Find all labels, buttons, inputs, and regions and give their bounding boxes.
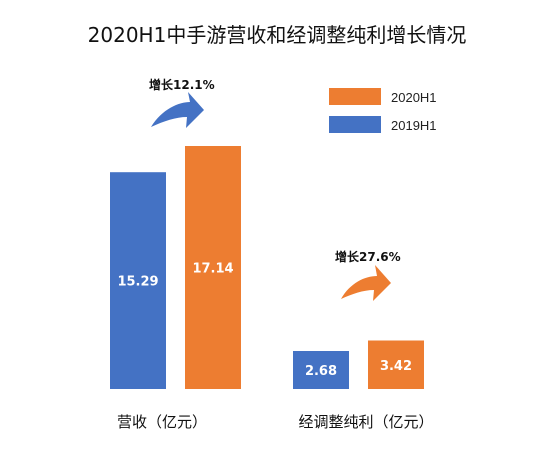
bar-value-label-profit-2020h1: 3.42 xyxy=(380,359,412,374)
growth-annotation-profit: 增长27.6% xyxy=(335,249,401,301)
growth-annotation-revenue: 增长12.1% xyxy=(149,77,215,128)
legend-swatch-2020h1 xyxy=(329,88,381,105)
legend-label-2020h1: 2020H1 xyxy=(391,90,437,105)
bar-profit-2019h1 xyxy=(293,351,349,389)
bar-value-label-profit-2019h1: 2.68 xyxy=(305,364,337,379)
growth-label-revenue: 增长12.1% xyxy=(149,77,215,92)
bar-revenue-2019h1 xyxy=(110,172,166,389)
legend: 2020H1 2019H1 xyxy=(329,88,437,133)
bars: 15.29 17.14 2.68 3.42 xyxy=(110,146,424,389)
chart-title: 2020H1中手游营收和经调整纯利增长情况 xyxy=(88,23,467,47)
category-label-profit: 经调整纯利（亿元） xyxy=(298,413,433,431)
category-label-revenue: 营收（亿元） xyxy=(117,413,207,431)
bar-value-label-revenue-2019h1: 15.29 xyxy=(117,275,158,290)
legend-label-2019h1: 2019H1 xyxy=(391,118,437,133)
bar-revenue-2020h1 xyxy=(185,146,241,389)
bar-value-label-revenue-2020h1: 17.14 xyxy=(192,262,233,277)
bar-profit-2020h1 xyxy=(368,340,424,389)
growth-arrow-icon xyxy=(151,92,204,128)
growth-arrow-icon xyxy=(341,265,391,301)
growth-label-profit: 增长27.6% xyxy=(335,249,401,264)
legend-swatch-2019h1 xyxy=(329,116,381,133)
